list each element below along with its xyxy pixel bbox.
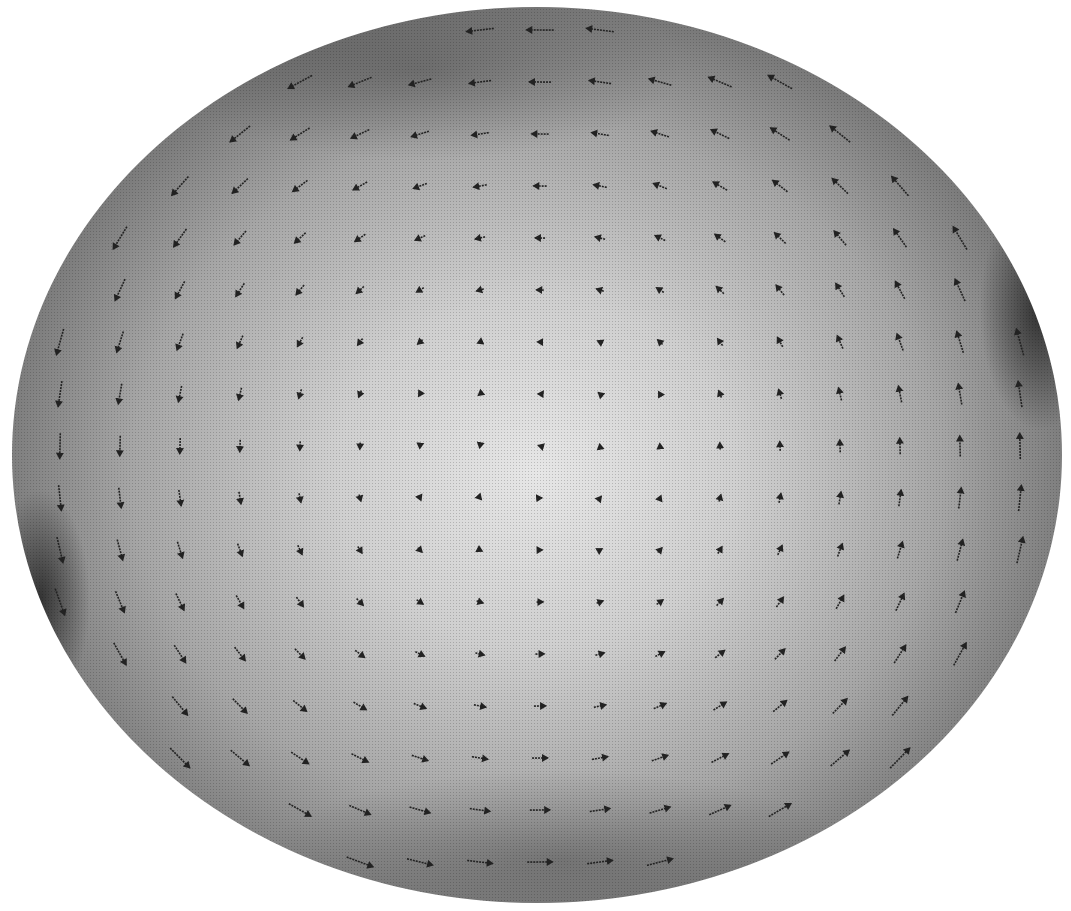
- shading: [0, 0, 1071, 911]
- arrow: [60, 433, 61, 458]
- page: (() => { JSON.parse(document.getElementB…: [0, 0, 1071, 911]
- arrow: [1020, 433, 1021, 459]
- halftone: [0, 0, 1071, 911]
- sphere-figure: [0, 0, 1071, 911]
